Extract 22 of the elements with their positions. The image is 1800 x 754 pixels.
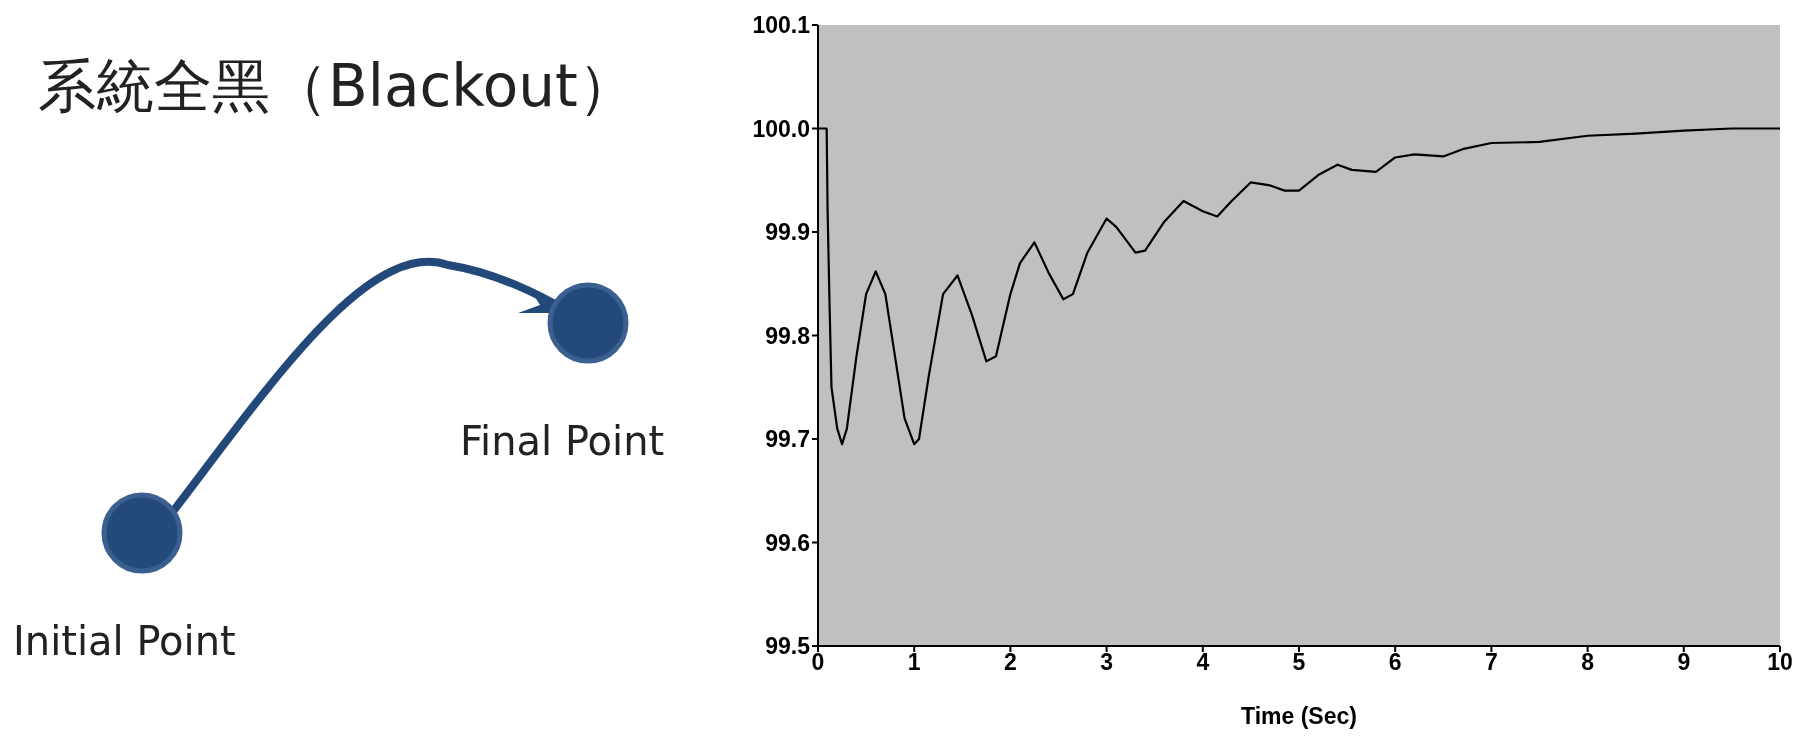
x-tick-label: 4	[1196, 649, 1210, 676]
y-tick-label: 99.5	[765, 633, 811, 660]
y-tick-label: 99.9	[765, 219, 810, 246]
y-tick-label: 100.0	[752, 115, 810, 142]
x-tick-label: 9	[1677, 649, 1691, 676]
x-axis-title: Time (Sec)	[1241, 703, 1357, 729]
text: Final Point	[460, 418, 665, 464]
x-tick-label: 6	[1388, 649, 1402, 676]
x-tick-label: 2	[1004, 649, 1017, 676]
y-tick-label: 100.1	[752, 12, 811, 39]
y-tick-label: 99.8	[765, 322, 811, 349]
x-tick-label: 1	[907, 649, 921, 676]
text: 系統全黑（Blackout）	[38, 51, 636, 122]
x-tick-label: 0	[811, 649, 825, 676]
x-tick-label: 3	[1100, 649, 1113, 676]
y-tick-label: 99.7	[765, 426, 810, 453]
y-tick-label: 99.6	[765, 529, 810, 556]
x-tick-label: 7	[1485, 649, 1498, 676]
x-tick-label: 5	[1292, 649, 1306, 676]
x-tick-label: 8	[1581, 649, 1595, 676]
text: Initial Point	[13, 618, 236, 664]
x-tick-label: 10	[1767, 649, 1793, 676]
